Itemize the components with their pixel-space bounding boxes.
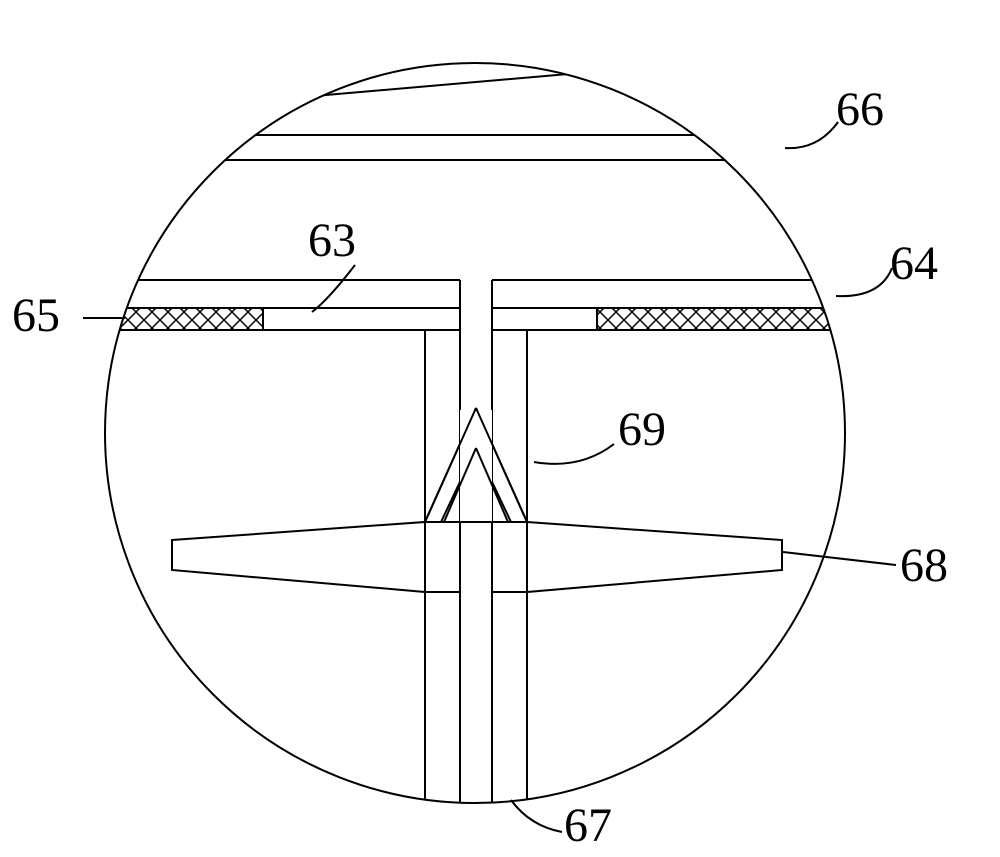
leader-67 xyxy=(511,800,562,832)
label-69: 69 xyxy=(618,402,666,457)
label-66: 66 xyxy=(836,82,884,137)
top-slant-line xyxy=(60,52,822,118)
leader-66 xyxy=(785,122,838,148)
figure-canvas: 63 64 65 66 67 68 69 xyxy=(0,0,1000,857)
label-63: 63 xyxy=(308,213,356,268)
label-68: 68 xyxy=(900,538,948,593)
label-67: 67 xyxy=(564,798,612,853)
label-64: 64 xyxy=(890,236,938,291)
v-center-mask xyxy=(460,410,492,522)
leader-63 xyxy=(312,265,355,312)
label-65: 65 xyxy=(12,288,60,343)
leader-64 xyxy=(836,268,892,296)
leader-68 xyxy=(783,552,896,565)
hatch-left-65 xyxy=(118,308,263,330)
hatch-right xyxy=(597,308,832,330)
shaft-plate-mask xyxy=(460,279,492,331)
leader-69 xyxy=(534,444,614,464)
clipped-geometry xyxy=(0,52,1000,857)
